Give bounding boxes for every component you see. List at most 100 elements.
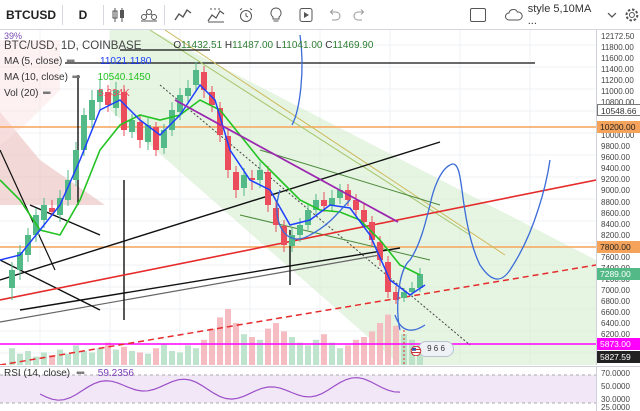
rsi-tick-label: 25.0000 (601, 403, 630, 411)
price-tick-label: 8800.00 (601, 197, 630, 207)
undo-icon (329, 8, 341, 20)
candle-body (409, 288, 415, 292)
layout-name-button[interactable]: style 5,10MA ... (527, 3, 591, 27)
blue-freehand-projection (397, 159, 551, 331)
price-badge-10200: 10200.00 (597, 121, 640, 133)
replay-button[interactable] (291, 0, 321, 30)
green-diag-1 (259, 149, 441, 206)
volume-bar (289, 337, 295, 365)
gear-icon[interactable] (624, 7, 640, 23)
templates-button[interactable] (201, 0, 231, 30)
symbol-search[interactable]: BTCUSD (6, 7, 56, 22)
more-icon[interactable]: ▪▪▪ (71, 72, 81, 83)
rsi-chart[interactable] (0, 367, 596, 411)
candle-body (153, 127, 159, 150)
candle-body (249, 178, 255, 180)
volume-bar (49, 355, 55, 365)
scale-percent: 39% (4, 31, 23, 41)
blue-freehand-mid (276, 189, 351, 240)
black-trend-up-2 (19, 247, 401, 311)
volume-bar (177, 352, 183, 365)
legend-vol-row[interactable]: Vol (20) ▪▪▪ 5.334K (4, 86, 373, 102)
candle-body (305, 210, 311, 225)
series-title[interactable]: BTC/USD, 1D, COINBASE (4, 40, 142, 52)
volume-bar (185, 345, 191, 365)
candle-body (105, 92, 111, 105)
volume-bar (241, 334, 247, 365)
ideas-button[interactable] (261, 0, 291, 30)
rsi-scale[interactable]: 70.0000 50.0000 30.0000 25.0000 (596, 366, 640, 411)
price-tick-label: 9400.00 (601, 164, 630, 174)
fullscreen-button[interactable] (470, 8, 486, 22)
price-tick-label: 7600.00 (601, 252, 630, 262)
events-badge[interactable]: 9 6 6 (418, 341, 454, 357)
price-scale[interactable]: 5800.006000.006200.006400.006600.006800.… (596, 30, 640, 365)
volume-bar (9, 348, 15, 365)
candle-body (361, 210, 367, 222)
volume-bar (113, 349, 119, 365)
volume-bar (153, 348, 159, 365)
price-tick-label: 10000.00 (601, 131, 635, 141)
replay-icon (299, 7, 313, 22)
green-diag-2 (239, 214, 431, 261)
price-tick-label: 9800.00 (601, 142, 630, 152)
volume-bar (25, 351, 31, 365)
main-chart-pane[interactable] (0, 30, 596, 365)
compare-icon (141, 8, 157, 21)
indicators-button[interactable] (165, 0, 201, 30)
volume-bar (305, 345, 311, 365)
more-icon[interactable]: ▪▪▪ (76, 368, 85, 379)
black-trend-up-3 (0, 254, 381, 323)
ma5-label: MA (5, close) (4, 56, 63, 67)
interval-button[interactable]: D (78, 7, 88, 22)
price-tick-label: 6200.00 (601, 329, 630, 339)
legend-ma10-row[interactable]: MA (10, close) ▪▪▪ 10540.1450 (4, 70, 373, 86)
price-badge-5873: 5873.00 (597, 338, 640, 350)
candle-body (121, 92, 127, 130)
price-tick-label: 8600.00 (601, 208, 630, 218)
compare-button[interactable] (134, 0, 164, 30)
volume-bar (393, 325, 399, 365)
more-icon[interactable]: ▪▪▪ (42, 88, 51, 99)
toolbar-divider (103, 4, 104, 25)
volume-bar (41, 352, 47, 365)
price-tick-label: 11600.00 (601, 54, 634, 64)
volume-bar (297, 342, 303, 365)
candle-body (97, 90, 103, 102)
volume-bar (313, 339, 319, 365)
price-tick-label: 11000.00 (601, 87, 634, 97)
layout-group: style 5,10MA ... (470, 0, 640, 30)
undo-button[interactable] (321, 0, 347, 30)
legend-ma5-row[interactable]: MA (5, close) ▪▪▪ 11021.1180 (4, 54, 373, 70)
cloud-icon[interactable] (504, 9, 523, 21)
candle-body (185, 88, 191, 96)
candle-body (129, 120, 135, 132)
rsi-pane[interactable] (0, 366, 596, 411)
alert-button[interactable] (231, 0, 261, 30)
chart-type-button[interactable] (104, 0, 134, 30)
candle-body (241, 175, 247, 188)
volume-bar (385, 314, 391, 365)
rsi-value: 59.2356 (97, 368, 134, 379)
price-tick-label: 11400.00 (601, 65, 634, 75)
chart-toolbar: BTCUSD D (0, 0, 640, 30)
us-flag-icon[interactable] (410, 346, 422, 356)
rsi-label[interactable]: RSI (14, close) (4, 368, 71, 379)
rsi-tick-label: 70.0000 (601, 369, 630, 378)
candle-body (353, 200, 359, 210)
rsi-band (0, 375, 596, 403)
chevron-down-icon[interactable] (607, 11, 617, 19)
volume-bar (257, 339, 263, 365)
candle-body (417, 274, 423, 288)
black-fan-1 (0, 259, 101, 311)
ma5-value: 11021.1180 (100, 56, 152, 67)
volume-bar (281, 331, 287, 365)
price-chart[interactable] (0, 30, 596, 365)
redo-button[interactable] (347, 0, 373, 30)
price-tick-label: 12172.50 (601, 32, 635, 41)
black-trend-up-1 (0, 141, 441, 281)
price-tick-label: 7000.00 (601, 285, 630, 295)
more-icon[interactable]: ▪▪▪ (66, 56, 75, 67)
volume-bar (265, 328, 271, 365)
candle-body (209, 92, 215, 105)
